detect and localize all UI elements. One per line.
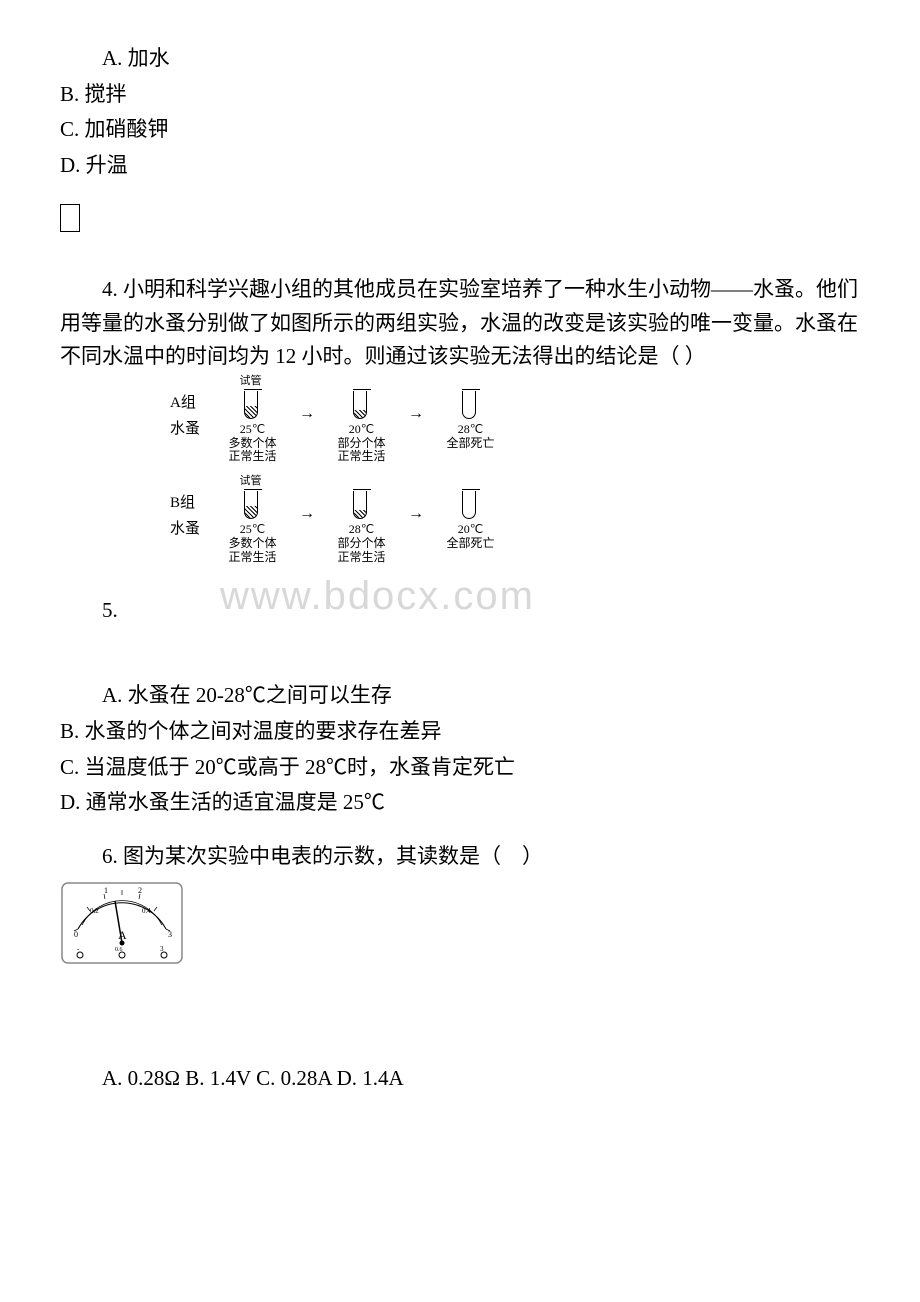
tube-b2: 28℃ 部分个体 正常生活 (319, 489, 404, 564)
b3-line1: 全部死亡 (446, 537, 494, 551)
diagram-row-b: B组 水蚤 试管 25℃ 多数个体 正常生活 → (170, 489, 860, 564)
shiguan-label: 试管 (240, 475, 262, 488)
b1-temp: 25℃ (228, 523, 276, 537)
shuizao-label-a: 水蚤 (170, 415, 210, 438)
q4-option-d: D. 通常水蚤生活的适宜温度是 25℃ (60, 786, 860, 820)
arrow-icon: → (295, 501, 319, 527)
svg-text:0.6: 0.6 (115, 947, 123, 953)
placeholder-box (60, 204, 80, 232)
group-b-label: B组 (170, 489, 210, 515)
a1-line1: 多数个体 (228, 437, 276, 451)
q4-stem: 4. 小明和科学兴趣小组的其他成员在实验室培养了一种水生小动物——水蚤。他们用等… (60, 273, 860, 374)
tube-b1: 试管 25℃ 多数个体 正常生活 (210, 489, 295, 564)
tube-a3: 28℃ 全部死亡 (428, 389, 513, 451)
diagram-row-a: A组 水蚤 试管 25℃ 多数个体 正常生活 → (170, 389, 860, 464)
a2-line2: 正常生活 (337, 450, 385, 464)
q4-option-c: C. 当温度低于 20℃或高于 28℃时，水蚤肯定死亡 (60, 751, 860, 785)
svg-text:3: 3 (160, 945, 164, 953)
shuizao-label-b: 水蚤 (170, 515, 210, 538)
b2-temp: 28℃ (337, 523, 385, 537)
svg-text:1: 1 (104, 886, 108, 895)
q6-options: A. 0.28Ω B. 1.4V C. 0.28A D. 1.4A (60, 1062, 860, 1096)
shiguan-label: 试管 (240, 375, 262, 388)
a3-line1: 全部死亡 (446, 437, 494, 451)
group-a-label: A组 (170, 389, 210, 415)
q4-option-a: A. 水蚤在 20-28℃之间可以生存 (60, 679, 860, 713)
svg-text:0: 0 (74, 930, 78, 939)
experiment-diagram: www.bdocx.com A组 水蚤 试管 25℃ 多数个体 正常生活 → (170, 389, 860, 619)
b2-line2: 正常生活 (337, 551, 385, 565)
ammeter-figure: 0 1 2 3 0.2 0.4 A - 0.6 3 (60, 881, 860, 982)
q3-option-c: C. 加硝酸钾 (60, 113, 860, 147)
a2-line1: 部分个体 (337, 437, 385, 451)
arrow-icon: → (404, 401, 428, 427)
b2-line1: 部分个体 (337, 537, 385, 551)
svg-text:0.2: 0.2 (90, 907, 99, 915)
svg-text:A: A (118, 928, 127, 942)
a2-temp: 20℃ (337, 423, 385, 437)
arrow-icon: → (404, 501, 428, 527)
q4-option-b: B. 水蚤的个体之间对温度的要求存在差异 (60, 715, 860, 749)
svg-text:2: 2 (138, 886, 142, 895)
q4-options: A. 水蚤在 20-28℃之间可以生存 B. 水蚤的个体之间对温度的要求存在差异… (60, 679, 860, 819)
svg-text:3: 3 (168, 930, 172, 939)
arrow-icon: → (295, 401, 319, 427)
b3-temp: 20℃ (446, 523, 494, 537)
q3-option-a: A. 加水 (60, 42, 860, 76)
ammeter-icon: 0 1 2 3 0.2 0.4 A - 0.6 3 (60, 881, 190, 971)
tube-b3: 20℃ 全部死亡 (428, 489, 513, 551)
tube-a1: 试管 25℃ 多数个体 正常生活 (210, 389, 295, 464)
a1-temp: 25℃ (228, 423, 276, 437)
b1-line2: 正常生活 (228, 551, 276, 565)
a3-temp: 28℃ (446, 423, 494, 437)
q3-option-b: B. 搅拌 (60, 78, 860, 112)
tube-a2: 20℃ 部分个体 正常生活 (319, 389, 404, 464)
q3-options: A. 加水 B. 搅拌 C. 加硝酸钾 D. 升温 (60, 42, 860, 182)
b1-line1: 多数个体 (228, 537, 276, 551)
svg-text:0.4: 0.4 (142, 907, 151, 915)
q3-option-d: D. 升温 (60, 149, 860, 183)
a1-line2: 正常生活 (228, 450, 276, 464)
q6-stem: 6. 图为某次实验中电表的示数，其读数是（ ） (60, 840, 860, 874)
item-5-marker: 5. (60, 594, 860, 628)
